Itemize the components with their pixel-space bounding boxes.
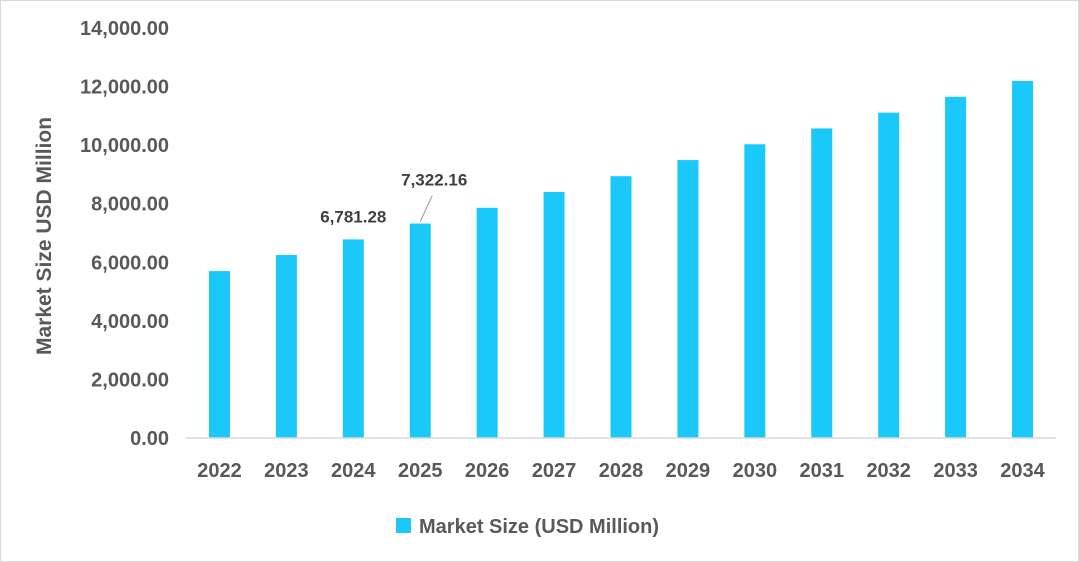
x-tick-label: 2032 bbox=[866, 460, 911, 482]
bar-2029 bbox=[677, 160, 699, 439]
bar-2031 bbox=[811, 128, 833, 438]
y-tick-label: 12,000.00 bbox=[80, 77, 169, 99]
y-tick-label: 4,000.00 bbox=[91, 311, 169, 333]
x-tick-label: 2033 bbox=[933, 460, 978, 482]
x-tick-label: 2023 bbox=[264, 460, 309, 482]
x-tick-label: 2027 bbox=[532, 460, 577, 482]
bar-2028 bbox=[610, 176, 632, 438]
bar-2033 bbox=[945, 96, 967, 439]
x-tick-label: 2026 bbox=[465, 460, 510, 482]
x-tick-label: 2024 bbox=[331, 460, 376, 482]
bar-2022 bbox=[208, 271, 230, 438]
data-labels: 6,781.28 7,322.16 bbox=[320, 171, 467, 227]
y-axis-ticks: 0.00 2,000.00 4,000.00 6,000.00 8,000.00 10,0… bbox=[80, 18, 169, 450]
bar-2030 bbox=[744, 144, 766, 438]
data-label-2024: 6,781.28 bbox=[320, 207, 386, 226]
bar-2034 bbox=[1012, 81, 1034, 438]
y-tick-label: 0.00 bbox=[130, 428, 169, 450]
bar-2026 bbox=[476, 207, 498, 438]
bar-2024 bbox=[342, 239, 364, 438]
legend-swatch bbox=[396, 518, 411, 533]
x-axis-ticks: 2022 2023 2024 2025 2026 2027 2028 2029 2030 2031… bbox=[197, 460, 1045, 482]
x-tick-label: 2022 bbox=[197, 460, 242, 482]
bar-2023 bbox=[275, 254, 297, 438]
bar-2025 bbox=[409, 223, 431, 438]
bar-2032 bbox=[878, 112, 900, 438]
bar-2027 bbox=[543, 192, 565, 438]
y-axis-title: Market Size USD Million bbox=[33, 117, 56, 355]
data-label-2025: 7,322.16 bbox=[401, 171, 467, 190]
x-tick-label: 2034 bbox=[1000, 460, 1045, 482]
bar-series bbox=[208, 81, 1034, 439]
y-tick-label: 14,000.00 bbox=[80, 18, 169, 40]
legend-label: Market Size (USD Million) bbox=[419, 516, 659, 538]
y-tick-label: 2,000.00 bbox=[91, 369, 169, 391]
y-tick-label: 8,000.00 bbox=[91, 194, 169, 216]
x-tick-label: 2025 bbox=[398, 460, 443, 482]
x-tick-label: 2031 bbox=[800, 460, 845, 482]
y-tick-label: 6,000.00 bbox=[91, 252, 169, 274]
legend: Market Size (USD Million) bbox=[396, 516, 659, 538]
x-tick-label: 2029 bbox=[666, 460, 711, 482]
x-tick-label: 2030 bbox=[733, 460, 778, 482]
x-tick-label: 2028 bbox=[599, 460, 644, 482]
data-label-leader-line bbox=[419, 195, 433, 222]
y-tick-label: 10,000.00 bbox=[80, 135, 169, 157]
